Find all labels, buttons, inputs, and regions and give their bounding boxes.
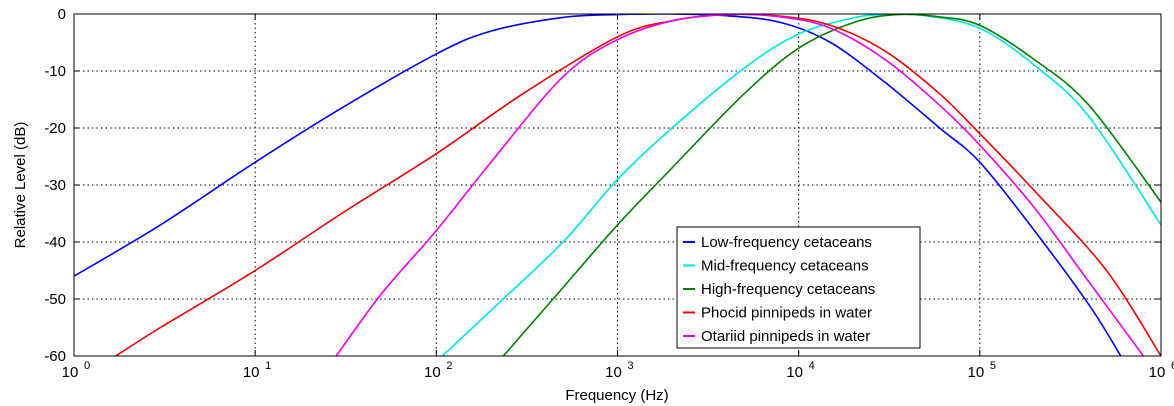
tick-marks bbox=[73, 13, 1162, 357]
legend-box bbox=[676, 226, 921, 349]
legend-label: Mid-frequency cetaceans bbox=[701, 258, 869, 275]
x-tick-exponent: 3 bbox=[628, 360, 634, 372]
x-tick-base: 10 bbox=[424, 364, 441, 381]
x-tick-label: 10 6 bbox=[1149, 360, 1174, 381]
legend-label: High-frequency cetaceans bbox=[701, 281, 875, 298]
y-axis-label: Relative Level (dB) bbox=[12, 122, 29, 249]
legend-label: Phocid pinnipeds in water bbox=[701, 305, 872, 322]
x-tick-label: 10 4 bbox=[786, 360, 814, 381]
x-tick-base: 10 bbox=[605, 364, 622, 381]
legend-item: Otariid pinnipeds in water bbox=[683, 328, 870, 345]
x-tick-exponent: 2 bbox=[446, 360, 452, 372]
legend: Low-frequency cetaceans Mid-frequency cet… bbox=[676, 226, 921, 349]
series-line-2 bbox=[441, 14, 1161, 356]
legend-label: Low-frequency cetaceans bbox=[701, 234, 872, 251]
x-tick-base: 10 bbox=[786, 364, 803, 381]
x-tick-exponent: 6 bbox=[1171, 360, 1174, 372]
x-tick-label: 10 1 bbox=[243, 360, 271, 381]
y-tick-label: -20 bbox=[44, 120, 66, 137]
x-tick-labels: 10 0 10 1 10 2 10 3 10 4 10 5 10 6 bbox=[62, 360, 1174, 381]
y-tick-labels: 0 -10 -20 -30 -40 -50 -60 bbox=[44, 6, 66, 365]
x-tick-base: 10 bbox=[967, 364, 984, 381]
grid bbox=[74, 14, 1161, 356]
x-tick-exponent: 4 bbox=[809, 360, 815, 372]
legend-label: Otariid pinnipeds in water bbox=[701, 328, 870, 345]
legend-item: Low-frequency cetaceans bbox=[683, 234, 872, 251]
y-tick-label: -50 bbox=[44, 291, 66, 308]
legend-item: High-frequency cetaceans bbox=[683, 281, 875, 298]
x-tick-base: 10 bbox=[62, 364, 79, 381]
y-tick-label: -40 bbox=[44, 234, 66, 251]
legend-item: Phocid pinnipeds in water bbox=[683, 305, 872, 322]
x-tick-base: 10 bbox=[243, 364, 260, 381]
x-tick-label: 10 2 bbox=[424, 360, 452, 381]
x-tick-exponent: 0 bbox=[84, 360, 90, 372]
x-tick-label: 10 3 bbox=[605, 360, 633, 381]
x-tick-exponent: 5 bbox=[990, 360, 996, 372]
x-tick-base: 10 bbox=[1149, 364, 1166, 381]
x-tick-exponent: 1 bbox=[265, 360, 271, 372]
series-line-3 bbox=[502, 14, 1161, 356]
x-tick-label: 10 5 bbox=[967, 360, 995, 381]
x-tick-label: 10 0 bbox=[62, 360, 90, 381]
x-axis-label: Frequency (Hz) bbox=[565, 387, 668, 404]
y-tick-label: -10 bbox=[44, 63, 66, 80]
legend-item: Mid-frequency cetaceans bbox=[683, 258, 869, 275]
y-tick-label: -60 bbox=[44, 348, 66, 365]
y-tick-label: 0 bbox=[58, 6, 66, 23]
y-tick-label: -30 bbox=[44, 177, 66, 194]
